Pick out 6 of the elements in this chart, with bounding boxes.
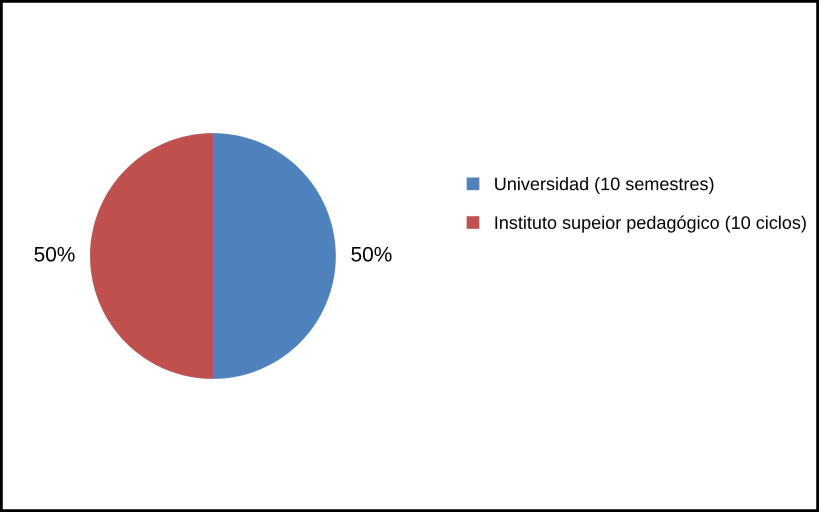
pie-slice: [90, 133, 213, 379]
data-label: 50%: [351, 246, 392, 262]
pie-slice: [212, 133, 336, 379]
legend-label: Universidad (10 semestres): [495, 177, 714, 194]
data-label: 50%: [34, 246, 75, 262]
legend-label: Instituto supeior pedagógico (10 ciclos): [495, 216, 806, 233]
